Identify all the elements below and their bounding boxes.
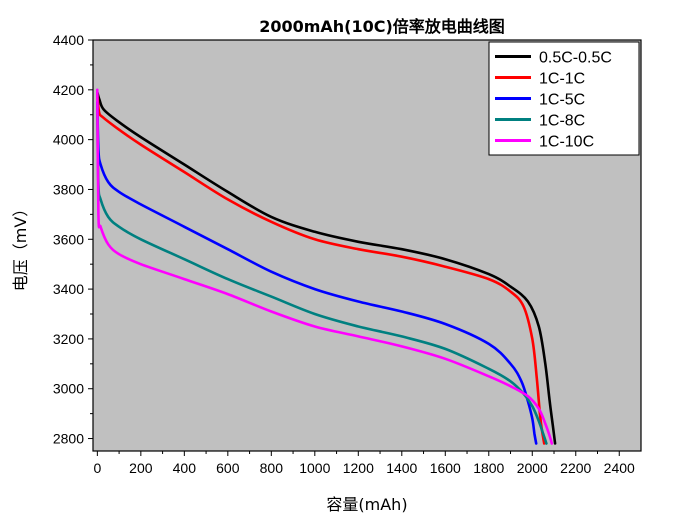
x-tick-label: 1000 xyxy=(299,460,330,476)
legend-label: 1C-5C xyxy=(539,92,585,109)
legend: 0.5C-0.5C 1C-1C 1C-5C 1C-8C 1C-10C xyxy=(488,41,640,156)
axis-layer: 0 200 400 600 800 1000 1200 1400 1600 1800 2000 220… xyxy=(53,32,635,476)
y-tick-label: 3400 xyxy=(53,281,84,297)
x-tick-label: 2200 xyxy=(560,460,591,476)
x-axis-title: 容量(mAh) xyxy=(326,495,407,514)
x-tick-label: 1800 xyxy=(473,460,504,476)
y-tick-label: 3600 xyxy=(53,231,84,247)
y-tick-label: 4200 xyxy=(53,82,84,98)
y-tick-label: 2800 xyxy=(53,431,84,447)
x-tick-label: 800 xyxy=(260,460,284,476)
legend-label: 1C-10C xyxy=(539,134,594,151)
legend-label: 1C-8C xyxy=(539,113,585,130)
series-layer xyxy=(96,88,557,445)
chart-title: 2000mAh(10C)倍率放电曲线图 xyxy=(259,17,505,36)
x-tick-label: 400 xyxy=(173,460,197,476)
series-line-1 xyxy=(96,91,557,445)
x-tick-label: 200 xyxy=(129,460,153,476)
y-tick-label: 3200 xyxy=(53,331,84,347)
x-tick-label: 2000 xyxy=(517,460,548,476)
x-tick-label: 1400 xyxy=(386,460,417,476)
legend-label: 1C-1C xyxy=(539,71,585,88)
y-tick-label: 4400 xyxy=(53,32,84,48)
legend-label: 0.5C-0.5C xyxy=(539,50,612,67)
y-tick-label: 3800 xyxy=(53,181,84,197)
x-tick-label: 0 xyxy=(93,460,101,476)
x-tick-label: 1200 xyxy=(343,460,374,476)
y-tick-label: 3000 xyxy=(53,381,84,397)
series-line-2 xyxy=(96,93,546,445)
x-tick-label: 1600 xyxy=(430,460,461,476)
x-tick-label: 600 xyxy=(216,460,240,476)
y-tick-label: 4000 xyxy=(53,132,84,148)
series-line-4 xyxy=(96,113,548,445)
x-tick-label: 2400 xyxy=(604,460,635,476)
y-axis-title: 电压（mV） xyxy=(11,201,30,292)
series-line-5 xyxy=(96,88,554,445)
